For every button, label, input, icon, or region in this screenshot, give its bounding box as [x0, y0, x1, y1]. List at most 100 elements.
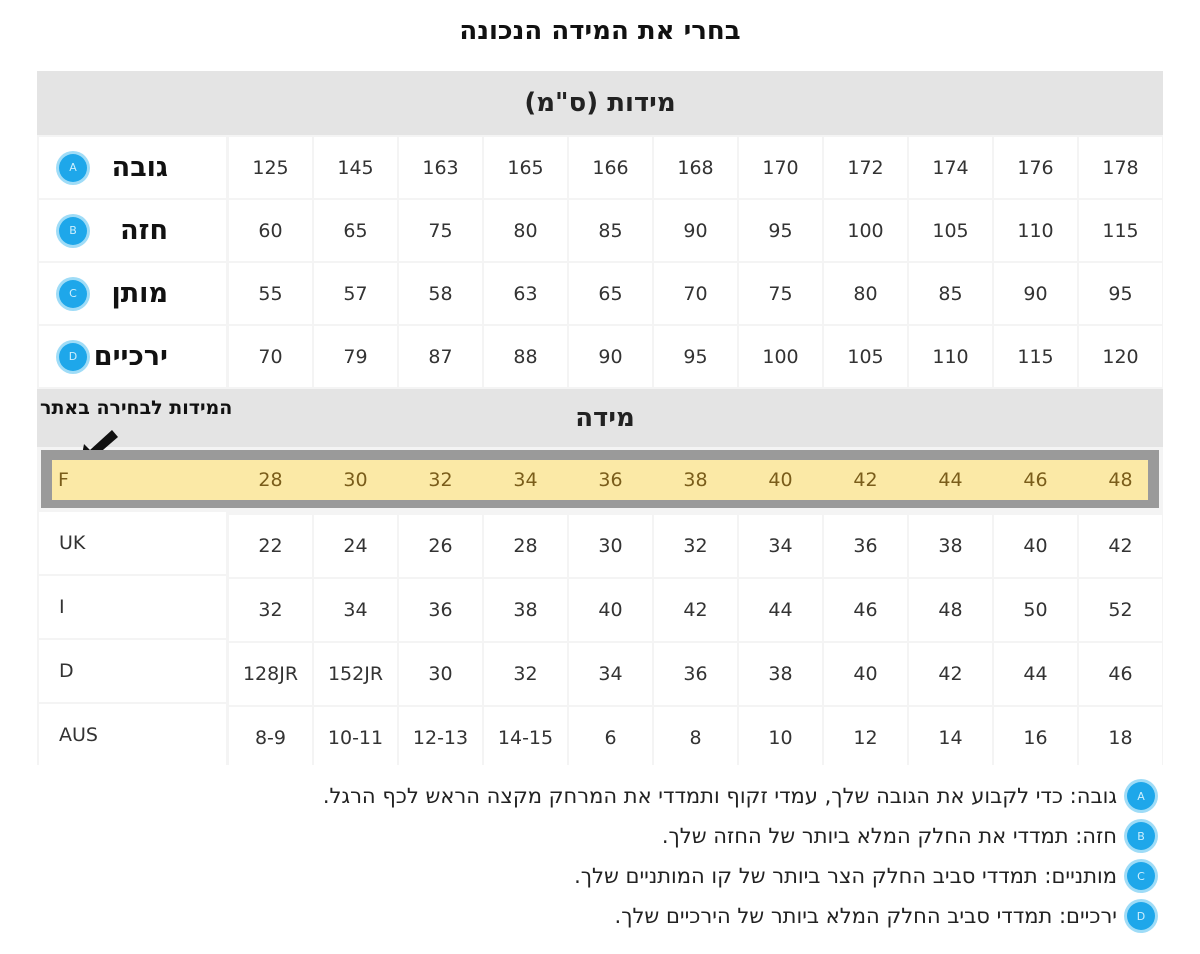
note-text: חזה: תמדדי את החלק המלא ביותר של החזה של…: [661, 824, 1117, 848]
measure-value: 163: [399, 137, 482, 198]
size-system-label: I: [59, 596, 65, 618]
measurements-title: מידות (ס"מ): [524, 88, 676, 118]
selected-size-value: 38: [683, 469, 708, 491]
measure-value: 85: [569, 200, 652, 261]
measure-value: 95: [739, 200, 822, 261]
size-value: 16: [994, 707, 1077, 769]
measure-value: 172: [824, 137, 907, 198]
measure-value: 110: [994, 200, 1077, 261]
size-value: 152JR: [314, 643, 397, 705]
size-value: 36: [399, 579, 482, 641]
size-value: 34: [314, 579, 397, 641]
selected-size-value: 28: [258, 469, 283, 491]
measure-value: 145: [314, 137, 397, 198]
measure-value: 55: [229, 263, 312, 324]
size-value: 8: [654, 707, 737, 769]
measurement-note: D ירכיים: תמדדי סביב החלק המלא ביותר של ה…: [615, 898, 1155, 934]
note-badge: B: [1127, 822, 1155, 850]
measure-value: 166: [569, 137, 652, 198]
note-badge: D: [1127, 902, 1155, 930]
measure-value: 125: [229, 137, 312, 198]
note-badge: C: [1127, 862, 1155, 890]
size-value: 30: [399, 643, 482, 705]
size-value: 42: [1079, 515, 1162, 577]
size-value: 10-11: [314, 707, 397, 769]
measure-value: 115: [994, 326, 1077, 387]
measurement-note: A גובה: כדי לקבוע את הגובה שלך, עמדי זקוף…: [323, 778, 1155, 814]
size-value: 38: [484, 579, 567, 641]
selected-size-value: 32: [428, 469, 453, 491]
measure-value: 115: [1079, 200, 1162, 261]
size-value: 40: [994, 515, 1077, 577]
note-text: ירכיים: תמדדי סביב החלק המלא ביותר של הי…: [614, 904, 1117, 928]
size-value: 38: [909, 515, 992, 577]
measure-label-cell: גובה A: [39, 137, 226, 198]
measure-value: 90: [994, 263, 1077, 324]
size-value: 46: [1079, 643, 1162, 705]
measure-badge: C: [59, 279, 87, 308]
size-value: 38: [739, 643, 822, 705]
measure-value: 57: [314, 263, 397, 324]
measure-value: 100: [824, 200, 907, 261]
measure-value: 95: [1079, 263, 1162, 324]
size-system-label: D: [59, 660, 74, 682]
size-value: 32: [484, 643, 567, 705]
measure-value: 85: [909, 263, 992, 324]
measure-label-cell: חזה B: [39, 200, 226, 261]
measure-badge: D: [59, 342, 87, 371]
measure-value: 105: [824, 326, 907, 387]
size-value: 44: [994, 643, 1077, 705]
size-value: 12-13: [399, 707, 482, 769]
measure-value: 170: [739, 137, 822, 198]
measure-value: 100: [739, 326, 822, 387]
size-value: 14-15: [484, 707, 567, 769]
measure-label: ירכיים: [93, 341, 168, 372]
measure-value: 168: [654, 137, 737, 198]
selected-size-value: 42: [853, 469, 878, 491]
note-text: גובה: כדי לקבוע את הגובה שלך, עמדי זקוף …: [322, 784, 1117, 808]
sizes-title: מידה: [575, 403, 635, 433]
site-sizes-callout: המידות לבחירה באתר: [40, 397, 233, 419]
size-value: 28: [484, 515, 567, 577]
measure-badge: B: [59, 216, 87, 245]
measurement-note: B חזה: תמדדי את החלק המלא ביותר של החזה ש…: [662, 818, 1155, 854]
measure-value: 65: [569, 263, 652, 324]
size-value: 42: [909, 643, 992, 705]
measure-value: 90: [654, 200, 737, 261]
selected-size-value: 44: [938, 469, 963, 491]
size-value: 34: [569, 643, 652, 705]
measure-value: 174: [909, 137, 992, 198]
size-value: 48: [909, 579, 992, 641]
sizes-header: מידה: [37, 389, 1163, 447]
measure-value: 120: [1079, 326, 1162, 387]
measure-value: 60: [229, 200, 312, 261]
measurement-note: C מותניים: תמדדי סביב החלק הצר ביותר של ק…: [574, 858, 1155, 894]
selected-size-value: 48: [1108, 469, 1133, 491]
size-value: 50: [994, 579, 1077, 641]
size-system-label: UK: [59, 532, 86, 554]
measure-label: מותן: [111, 278, 168, 309]
measure-value: 70: [229, 326, 312, 387]
size-value: 34: [739, 515, 822, 577]
selected-size-value: 36: [598, 469, 623, 491]
measure-value: 58: [399, 263, 482, 324]
size-value: 12: [824, 707, 907, 769]
size-value: 40: [569, 579, 652, 641]
size-label-cell: D: [39, 640, 226, 702]
measurements-header: מידות (ס"מ): [37, 71, 1163, 135]
size-label-cell: AUS: [39, 704, 226, 766]
size-label-cell: I: [39, 576, 226, 638]
size-value: 22: [229, 515, 312, 577]
measure-label-cell: ירכיים D: [39, 326, 226, 387]
size-value: 26: [399, 515, 482, 577]
measure-value: 176: [994, 137, 1077, 198]
selected-size-value: 40: [768, 469, 793, 491]
measure-value: 110: [909, 326, 992, 387]
size-value: 40: [824, 643, 907, 705]
measure-value: 75: [739, 263, 822, 324]
size-value: 42: [654, 579, 737, 641]
size-value: 32: [654, 515, 737, 577]
measure-badge: A: [59, 153, 87, 182]
size-value: 46: [824, 579, 907, 641]
size-value: 44: [739, 579, 822, 641]
